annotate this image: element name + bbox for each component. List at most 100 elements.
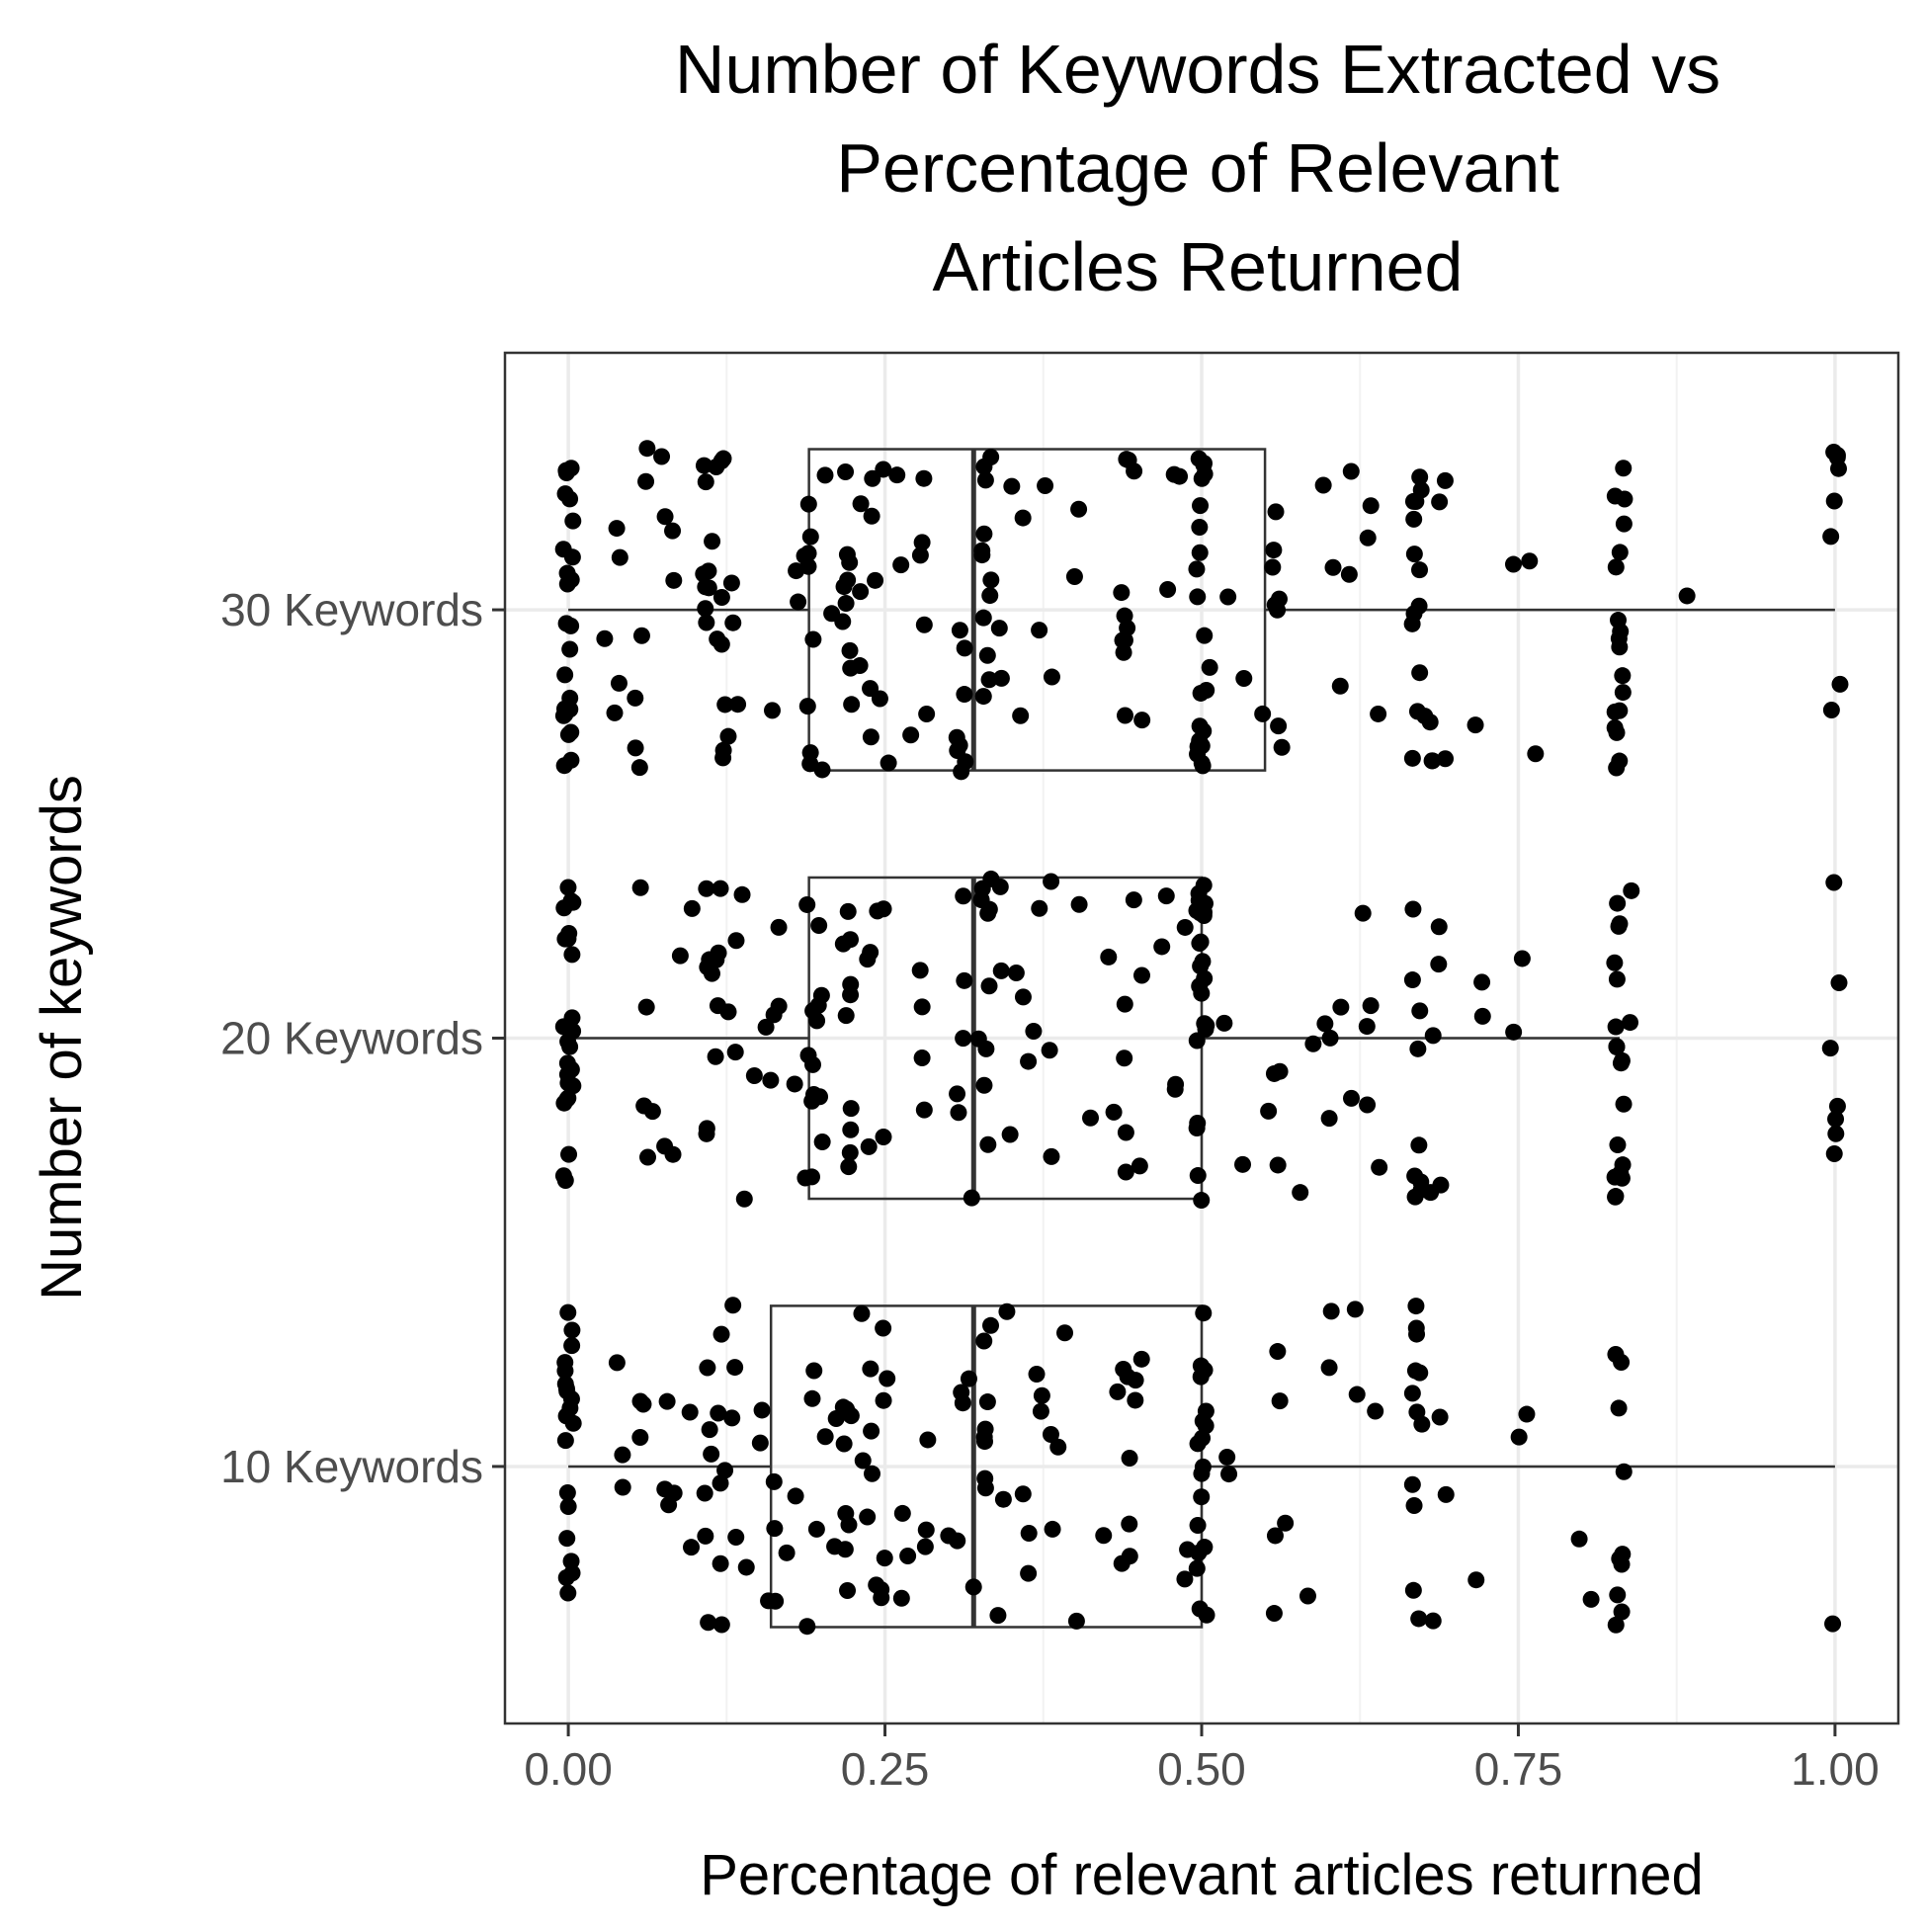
data-point: [840, 1158, 858, 1176]
data-point: [837, 595, 855, 613]
data-point: [556, 1172, 574, 1190]
data-point: [1504, 555, 1522, 573]
data-point: [899, 1548, 917, 1565]
data-point: [807, 1520, 825, 1538]
data-point: [863, 507, 880, 525]
data-point: [1612, 1054, 1630, 1072]
data-point: [1041, 1042, 1058, 1059]
data-point: [1416, 708, 1434, 725]
data-point: [1025, 1023, 1043, 1041]
data-point: [1304, 1035, 1322, 1052]
data-point: [700, 579, 717, 597]
data-point: [712, 588, 730, 606]
data-point: [1033, 1386, 1050, 1404]
data-point: [1346, 1301, 1364, 1318]
data-point: [1614, 684, 1632, 702]
data-point: [1126, 462, 1143, 480]
data-point: [697, 1527, 714, 1545]
data-point: [835, 578, 853, 596]
data-point: [1265, 542, 1283, 559]
data-point: [875, 1319, 892, 1337]
data-point: [683, 899, 701, 917]
data-point: [979, 1135, 997, 1153]
data-point: [839, 1582, 857, 1600]
data-point: [1188, 1559, 1206, 1577]
data-point: [638, 1148, 656, 1166]
data-point: [810, 916, 828, 934]
data-point: [888, 466, 906, 484]
data-point: [1031, 622, 1048, 639]
data-point: [1220, 1466, 1238, 1483]
data-point: [1518, 1405, 1536, 1423]
data-point: [974, 609, 992, 627]
data-point: [762, 1071, 780, 1089]
data-point: [977, 1040, 995, 1057]
data-point: [1321, 1029, 1339, 1047]
data-point: [1270, 717, 1288, 735]
data-point: [839, 902, 857, 920]
data-point: [760, 1592, 778, 1610]
data-point: [1406, 1188, 1424, 1206]
data-point: [555, 757, 573, 775]
data-point: [875, 1391, 892, 1409]
data-point: [1607, 558, 1625, 576]
data-point: [1316, 1015, 1334, 1033]
data-point: [556, 666, 574, 684]
data-point: [1014, 988, 1032, 1006]
data-point: [841, 641, 859, 659]
data-point: [778, 1544, 796, 1561]
data-point: [1044, 1520, 1061, 1538]
data-point: [862, 1360, 880, 1378]
data-point: [1822, 701, 1840, 718]
data-point: [954, 1394, 971, 1412]
data-point: [564, 893, 582, 911]
data-point: [683, 1539, 701, 1556]
data-point: [1194, 1458, 1212, 1475]
data-point: [1407, 1319, 1425, 1337]
data-point: [1607, 1616, 1625, 1634]
data-point: [1431, 493, 1449, 511]
data-point: [1371, 1158, 1388, 1176]
data-point: [765, 1472, 783, 1490]
data-point: [1115, 643, 1132, 661]
data-point: [798, 1618, 816, 1636]
data-point: [1473, 1007, 1491, 1025]
data-point: [637, 998, 655, 1016]
data-point: [1831, 675, 1849, 693]
data-point: [559, 1497, 577, 1515]
data-point: [1437, 1485, 1455, 1503]
data-point: [843, 696, 861, 714]
data-point: [853, 1304, 871, 1322]
data-point: [838, 1400, 856, 1418]
data-point: [632, 627, 650, 644]
data-point: [561, 1038, 579, 1055]
data-point: [1188, 902, 1206, 920]
data-point: [1194, 953, 1212, 970]
data-point: [1342, 1089, 1360, 1107]
data-point: [653, 448, 671, 465]
data-point: [707, 1048, 724, 1065]
data-point: [1043, 873, 1060, 890]
data-point: [614, 1478, 631, 1496]
data-point: [1521, 552, 1539, 570]
data-point: [992, 669, 1010, 687]
data-point: [852, 583, 870, 601]
data-point: [1404, 900, 1422, 918]
data-point: [973, 880, 991, 897]
data-point: [975, 525, 993, 543]
data-point: [1235, 670, 1253, 688]
data-point: [873, 1581, 890, 1599]
data-point: [816, 466, 834, 484]
data-point: [1582, 1590, 1600, 1608]
data-point: [1610, 1399, 1628, 1417]
data-point: [918, 705, 936, 722]
data-point: [1195, 877, 1213, 894]
data-point: [631, 879, 649, 896]
data-point: [879, 1370, 896, 1387]
data-point: [1188, 560, 1206, 578]
data-point: [560, 1145, 578, 1163]
data-point: [712, 880, 729, 897]
data-point: [634, 1395, 652, 1413]
data-point: [1201, 658, 1218, 676]
data-point: [712, 1554, 729, 1572]
